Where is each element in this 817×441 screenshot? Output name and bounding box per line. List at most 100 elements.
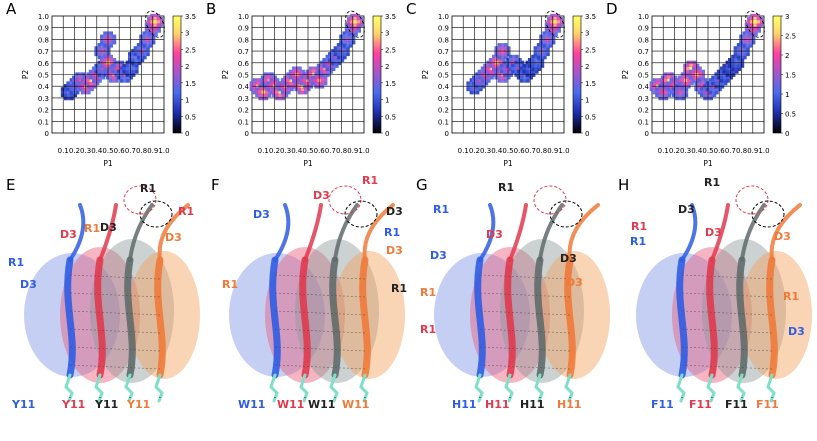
heatmap-cell <box>150 20 154 24</box>
heatmap-cell <box>526 76 530 80</box>
heatmap-cell <box>143 55 147 60</box>
heatmap-cell <box>534 54 538 59</box>
heatmap-cell <box>314 78 318 83</box>
heatmap-cell <box>494 76 498 80</box>
x-tick-label: 0.6 <box>114 147 126 155</box>
heatmap-cell <box>681 90 685 94</box>
heatmap-cell <box>666 87 670 92</box>
y-tick-label: 0.3 <box>238 95 249 103</box>
colorbar-tick-label: 2.5 <box>785 33 796 41</box>
heatmap-cell <box>120 69 124 74</box>
heatmap-cell <box>487 76 491 80</box>
heatmap-cell <box>111 67 115 71</box>
heatmap-cell <box>256 81 260 85</box>
heatmap-cell <box>331 55 335 59</box>
heatmap-cell <box>112 79 116 83</box>
heatmap-cell <box>159 23 164 27</box>
heatmap-cell <box>486 70 490 74</box>
heatmap-cell <box>683 70 687 74</box>
heatmap-cell <box>357 29 361 33</box>
heatmap-cell <box>736 52 741 57</box>
heatmap-cell <box>336 43 341 47</box>
heatmap-cell <box>89 78 93 83</box>
heatmap-cell <box>537 64 541 68</box>
heatmap-cell <box>553 23 557 27</box>
heatmap-cell <box>744 29 749 33</box>
side-chain <box>329 373 339 403</box>
heatmap-cell <box>98 76 102 80</box>
heatmap-cell <box>92 85 97 89</box>
residue-label: R1 <box>433 203 449 216</box>
beta-strand <box>299 256 311 379</box>
heatmap-cell <box>677 81 681 86</box>
heatmap-cell <box>529 76 533 80</box>
heatmap-cell <box>122 67 126 71</box>
heatmap-cell <box>486 67 490 71</box>
heatmap-cell <box>742 44 746 48</box>
residue-label: Y11 <box>126 398 150 411</box>
x-tick-label: 0.2 <box>69 147 80 155</box>
heatmap-cell <box>105 76 109 80</box>
terminal-tail <box>333 203 359 262</box>
heatmap-cell <box>660 78 665 83</box>
heatmap-cell <box>492 54 496 59</box>
heatmap-cell <box>107 52 111 57</box>
heatmap-cell <box>556 20 561 24</box>
y-axis-label: P2 <box>621 70 630 80</box>
heatmap-cell <box>67 93 71 98</box>
hbond-line <box>479 274 571 280</box>
heatmap-cell <box>109 34 113 38</box>
heatmap-cell <box>120 66 124 70</box>
heatmap-cell <box>100 55 105 60</box>
heatmap-cell <box>672 90 676 94</box>
heatmap-cell <box>480 69 485 74</box>
heatmap-cell <box>697 91 701 95</box>
heatmap-cell <box>526 79 530 83</box>
heatmap-cell <box>540 58 545 62</box>
heatmap-cell <box>100 67 105 71</box>
heatmap-cell <box>125 60 129 65</box>
heatmap-cell <box>658 84 662 88</box>
heatmap-cell <box>750 13 754 18</box>
heatmap-cell <box>753 13 757 18</box>
colorbar-tick-label: 3 <box>585 30 589 38</box>
heatmap-cell <box>97 60 101 65</box>
heatmap-cell <box>304 87 308 92</box>
heatmap-cell <box>480 76 485 80</box>
heatmap-cell <box>540 64 545 68</box>
heatmap-cell <box>343 52 347 57</box>
heatmap-cell <box>328 58 332 62</box>
heatmap-cell <box>546 46 550 50</box>
heatmap-cell <box>520 66 524 70</box>
residue-label: R1 <box>631 220 647 233</box>
heatmap-cell <box>709 96 713 101</box>
heatmap-cell <box>153 13 157 18</box>
heatmap-cell <box>494 46 498 50</box>
heatmap-cell <box>152 41 156 45</box>
y-tick-label: 0.1 <box>238 118 249 126</box>
y-tick-label: 0.8 <box>38 36 49 44</box>
heatmap-cell <box>255 90 259 94</box>
x-tick-label: 0.1 <box>58 147 69 155</box>
heatmap-cell <box>746 52 750 57</box>
heatmap-cell <box>553 13 557 18</box>
residue-label: F11 <box>756 398 779 411</box>
heatmap-cell <box>500 55 505 60</box>
heatmap-cell <box>320 67 324 71</box>
heatmap-cell <box>114 60 118 65</box>
heatmap-cell <box>711 75 715 79</box>
heatmap-cell <box>92 81 97 86</box>
y-tick-label: 0.2 <box>238 107 249 115</box>
heatmap-cell <box>678 84 682 88</box>
heatmap-cell <box>525 70 529 74</box>
heatmap-cell <box>705 87 709 92</box>
colorbar-tick-label: 0 <box>585 130 589 138</box>
x-tick-label: 1.0 <box>558 147 569 155</box>
heatmap-cell <box>516 76 521 80</box>
heatmap-cell <box>97 55 101 60</box>
heatmap-cell <box>134 55 138 59</box>
y-axis-label: P2 <box>221 70 230 80</box>
heatmap-cell <box>123 79 127 83</box>
heatmap-cell <box>314 72 318 76</box>
colorbar-tick-label: 2.5 <box>385 46 396 54</box>
